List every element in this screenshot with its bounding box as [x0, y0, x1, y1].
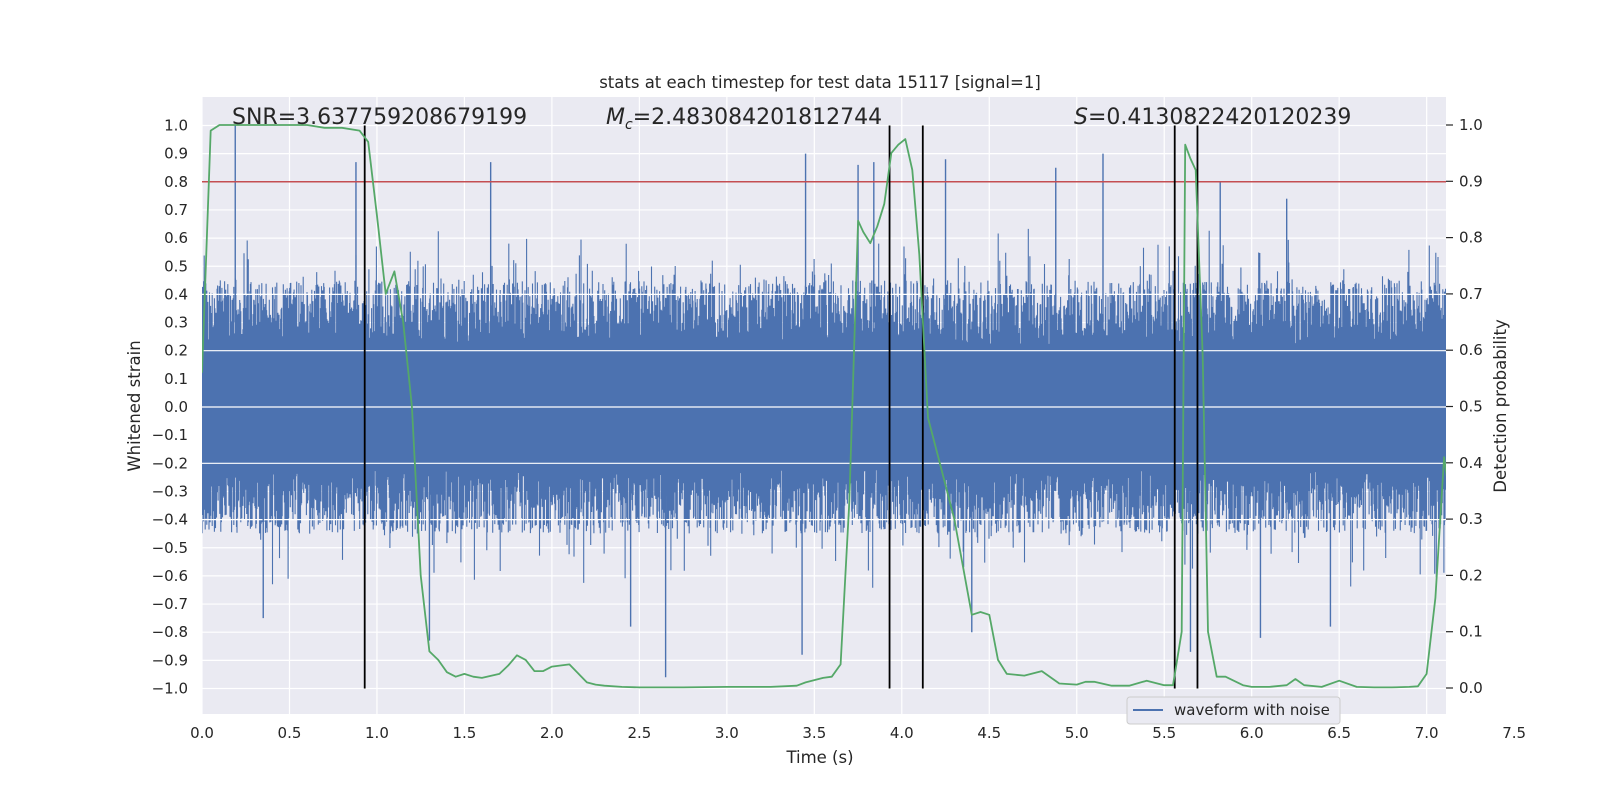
- s-symbol: S: [1074, 105, 1088, 130]
- y-tick-label-0: 1.0: [164, 117, 188, 135]
- y2-tick-label-0: 1.0: [1459, 116, 1483, 134]
- y-tick-label-12: −0.2: [152, 454, 188, 472]
- y-tick-label-6: 0.4: [164, 285, 188, 303]
- x-tick-label-12: 6.0: [1240, 724, 1264, 742]
- x-axis-ticks: 0.0 0.5 1.0 1.5 2.0 2.5 3.0 3.5 4.0 4.5 5.0 5.5 6.0 6…: [190, 724, 1526, 742]
- y2-tick-label-6: 0.4: [1459, 454, 1483, 472]
- y-tick-label-7: 0.3: [164, 314, 188, 332]
- detection-probability-series: [202, 124, 1446, 689]
- y-tick-label-1: 0.9: [164, 145, 188, 163]
- s-annotation: S=0.4130822420120239: [1074, 105, 1351, 130]
- y2-tick-label-10: 0.0: [1459, 679, 1483, 697]
- x-tick-label-8: 4.0: [890, 724, 914, 742]
- y2-tick-label-4: 0.6: [1459, 341, 1483, 359]
- x-tick-label-6: 3.0: [715, 724, 739, 742]
- legend: waveform with noise: [1126, 696, 1341, 725]
- y2-tick-label-3: 0.7: [1459, 285, 1483, 303]
- x-tick-label-0: 0.0: [190, 724, 214, 742]
- y-tick-label-20: −1.0: [152, 680, 188, 698]
- y-tick-label-17: −0.7: [152, 595, 188, 613]
- y-tick-label-15: −0.5: [152, 539, 188, 557]
- waveform-series: [202, 125, 1446, 678]
- x-tick-label-4: 2.0: [540, 724, 564, 742]
- y2-tick-label-9: 0.1: [1459, 623, 1483, 641]
- chart-title: stats at each timestep for test data 151…: [599, 73, 1041, 92]
- y2-tick-label-1: 0.9: [1459, 172, 1483, 190]
- y-tick-label-14: −0.4: [152, 511, 188, 529]
- x-tick-label-3: 1.5: [452, 724, 476, 742]
- y2-tick-label-5: 0.5: [1459, 398, 1483, 416]
- legend-frame: [1126, 696, 1341, 725]
- y2-tick-label-2: 0.8: [1459, 229, 1483, 247]
- y2-axis-ticks: 1.0 0.9 0.8 0.7 0.6 0.5 0.4 0.3 0.2 0.1 0.0: [1446, 116, 1483, 697]
- chirp-mass-annotation: Mc=2.483084201812744: [606, 105, 882, 133]
- x-tick-label-2: 1.0: [365, 724, 389, 742]
- y-tick-label-16: −0.6: [152, 567, 188, 585]
- y2-tick-label-8: 0.2: [1459, 566, 1483, 584]
- detection-probability-line: [202, 124, 1446, 689]
- y-tick-label-11: −0.1: [152, 426, 188, 444]
- x-tick-label-7: 3.5: [802, 724, 826, 742]
- x-tick-label-13: 6.5: [1327, 724, 1351, 742]
- chirp-mass-subscript: c: [625, 117, 633, 133]
- x-tick-label-9: 4.5: [977, 724, 1001, 742]
- s-value: =0.4130822420120239: [1088, 105, 1351, 130]
- x-tick-label-1: 0.5: [278, 724, 302, 742]
- vertical-markers: [363, 125, 1199, 689]
- x-tick-label-5: 2.5: [627, 724, 651, 742]
- y2-tick-label-7: 0.3: [1459, 510, 1483, 528]
- y-tick-label-13: −0.3: [152, 482, 188, 500]
- y-tick-label-3: 0.7: [164, 201, 188, 219]
- y-tick-label-2: 0.8: [164, 173, 188, 191]
- y-tick-label-5: 0.5: [164, 257, 188, 275]
- x-tick-label-11: 5.5: [1152, 724, 1176, 742]
- y-tick-label-4: 0.6: [164, 229, 188, 247]
- y-axis-label: Whitened strain: [125, 340, 144, 471]
- x-tick-label-14: 7.0: [1415, 724, 1439, 742]
- y-tick-label-9: 0.1: [164, 370, 188, 388]
- y-tick-label-8: 0.2: [164, 342, 188, 360]
- y-tick-label-10: 0.0: [164, 398, 188, 416]
- y2-axis-label: Detection probability: [1491, 319, 1510, 493]
- y-tick-label-19: −0.9: [152, 651, 188, 669]
- y-tick-label-18: −0.8: [152, 623, 188, 641]
- chirp-mass-symbol: M: [606, 105, 625, 130]
- snr-annotation: SNR=3.637759208679199: [232, 105, 527, 130]
- chirp-mass-value: =2.483084201812744: [633, 105, 882, 130]
- x-tick-label-10: 5.0: [1065, 724, 1089, 742]
- x-axis-label: Time (s): [785, 748, 853, 767]
- legend-entry-waveform: waveform with noise: [1174, 701, 1330, 719]
- x-tick-label-15: 7.5: [1502, 724, 1526, 742]
- y-axis-ticks: 1.0 0.9 0.8 0.7 0.6 0.5 0.4 0.3 0.2 0.1 0.0 −0.1 −0.…: [152, 117, 188, 698]
